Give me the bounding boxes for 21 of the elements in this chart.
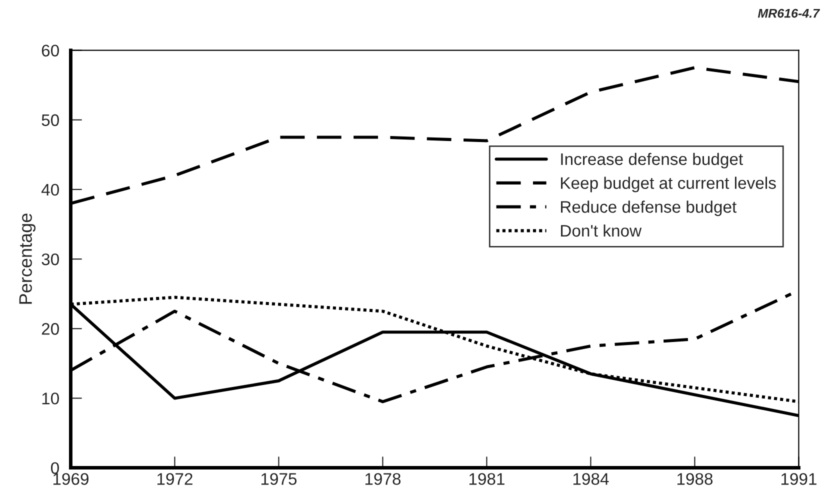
y-tick-label: 0 xyxy=(50,462,59,474)
legend-label: Don't know xyxy=(561,224,642,237)
x-tick-label: 1975 xyxy=(261,473,297,485)
x-tick-label: 1991 xyxy=(781,473,816,485)
y-axis-title: Percentage xyxy=(19,214,36,304)
x-tick-label: 1984 xyxy=(573,473,609,485)
y-tick-label: 50 xyxy=(42,114,59,126)
legend-label: Reduce defense budget xyxy=(561,200,737,216)
y-tick-label: 20 xyxy=(42,323,59,335)
x-tick-label: 1969 xyxy=(53,473,88,485)
x-tick-label: 1972 xyxy=(157,473,192,485)
text: MR616-4.7 xyxy=(758,8,820,18)
x-tick-label: 1988 xyxy=(677,473,713,485)
x-tick-label: 1981 xyxy=(469,473,504,485)
legend-label: Increase defense budget xyxy=(561,152,743,168)
x-tick-label: 1978 xyxy=(365,473,401,485)
y-tick-label: 40 xyxy=(41,184,59,196)
y-tick-label: 30 xyxy=(42,253,59,266)
legend-label: Keep budget at current levels xyxy=(561,176,776,192)
y-tick-label: 60 xyxy=(42,44,59,57)
y-tick-label: 10 xyxy=(42,392,59,404)
